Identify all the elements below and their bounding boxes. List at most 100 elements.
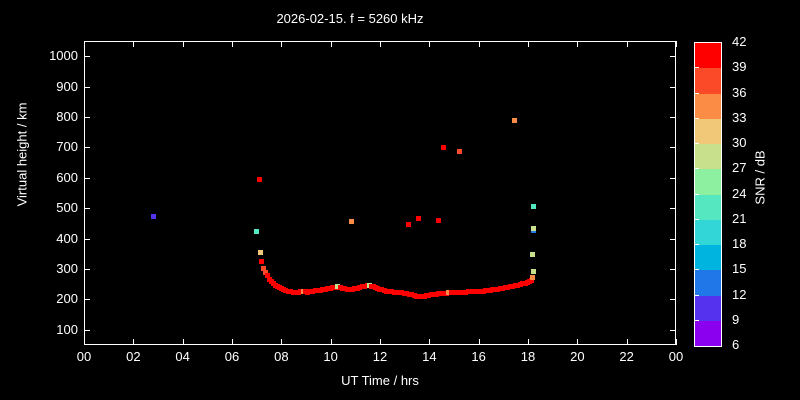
x-tick-top	[528, 41, 529, 47]
y-tick-right	[670, 329, 676, 331]
x-tick-label: 02	[126, 349, 141, 364]
colorbar-tick-label: 36	[732, 84, 747, 100]
data-point	[456, 148, 462, 154]
data-point	[349, 219, 355, 225]
y-tick-label: 1000	[49, 48, 78, 64]
y-tick	[84, 177, 90, 179]
y-tick-right	[670, 238, 676, 240]
colorbar-tick-label: 18	[732, 236, 747, 251]
y-tick-right	[670, 147, 676, 149]
data-point	[406, 222, 412, 228]
x-tick	[676, 339, 677, 345]
y-tick-right	[670, 299, 676, 301]
data-point	[258, 249, 264, 255]
colorbar-band	[695, 194, 721, 220]
colorbar-band	[695, 245, 721, 271]
colorbar-tick-label: 6	[732, 337, 740, 352]
y-tick-right	[670, 56, 676, 58]
x-tick-label: 12	[372, 349, 388, 364]
data-point	[254, 229, 260, 235]
colorbar-tick	[694, 269, 699, 271]
colorbar-tick	[694, 92, 699, 94]
x-tick-label: 18	[520, 349, 536, 364]
data-point	[263, 270, 269, 276]
colorbar-band	[695, 118, 721, 144]
colorbar-band	[695, 43, 721, 69]
colorbar-tick-label: 15	[732, 261, 747, 277]
scatter-data-layer	[85, 42, 675, 344]
x-tick-label: 06	[224, 349, 240, 364]
plot-area	[84, 41, 676, 345]
data-point	[530, 252, 536, 258]
colorbar-tick	[694, 143, 699, 144]
data-point	[435, 217, 441, 223]
data-point	[529, 275, 535, 281]
colorbar	[694, 42, 722, 347]
x-tick-top	[478, 41, 480, 47]
colorbar-tick	[694, 319, 699, 321]
colorbar-band	[695, 144, 721, 170]
data-point	[512, 117, 518, 123]
y-tick	[84, 269, 90, 270]
x-tick-top	[330, 41, 332, 47]
y-tick	[84, 86, 90, 88]
y-tick-label: 100	[56, 321, 78, 337]
colorbar-band	[695, 68, 721, 94]
colorbar-band	[695, 270, 721, 296]
colorbar-band	[695, 320, 721, 346]
y-tick	[84, 238, 90, 240]
colorbar-tick	[694, 244, 699, 245]
colorbar-tick	[694, 168, 699, 170]
x-tick-top	[84, 41, 85, 47]
x-tick-top	[133, 41, 135, 47]
data-point	[265, 273, 271, 279]
x-tick	[232, 339, 233, 345]
colorbar-tick-label: 33	[732, 109, 747, 125]
colorbar-band	[695, 93, 721, 119]
x-tick	[577, 339, 579, 345]
colorbar-tick	[694, 193, 699, 195]
x-tick-top	[429, 41, 431, 47]
x-tick	[380, 339, 381, 345]
y-tick	[84, 208, 90, 210]
y-tick-label: 800	[56, 109, 78, 124]
x-tick-label: 20	[570, 349, 585, 364]
y-tick	[84, 56, 90, 58]
data-point	[256, 177, 262, 183]
x-tick	[84, 339, 85, 345]
x-tick-top	[626, 41, 628, 47]
data-point	[416, 216, 421, 222]
y-tick	[84, 147, 90, 149]
x-tick	[626, 339, 628, 345]
x-tick	[182, 339, 184, 345]
y-tick-right	[670, 86, 676, 88]
x-tick-label: 14	[422, 349, 437, 364]
data-point	[261, 265, 267, 271]
colorbar-tick-label: 9	[732, 311, 740, 327]
y-axis-label: Virtual height / km	[14, 102, 30, 207]
data-point	[530, 226, 536, 232]
y-tick-label: 300	[56, 261, 78, 276]
data-point	[259, 258, 265, 264]
y-tick	[84, 117, 90, 118]
y-tick-right	[670, 117, 676, 118]
y-tick-label: 900	[56, 78, 78, 94]
colorbar-tick	[694, 218, 699, 220]
x-tick	[429, 339, 431, 345]
colorbar-band	[695, 169, 721, 195]
colorbar-tick-label: 27	[732, 160, 747, 176]
x-tick	[281, 339, 283, 345]
data-point	[530, 268, 536, 274]
x-tick-label: 00	[668, 349, 684, 364]
colorbar-tick-label: 21	[732, 210, 747, 226]
y-tick-label: 500	[56, 200, 78, 216]
x-tick-label: 08	[274, 349, 289, 364]
x-tick-label: 16	[471, 349, 486, 364]
y-tick	[84, 329, 90, 331]
x-tick-top	[281, 41, 283, 47]
x-tick-label: 22	[619, 349, 634, 364]
y-tick-label: 700	[56, 139, 78, 155]
y-tick	[84, 299, 90, 301]
colorbar-tick-label: 24	[732, 185, 747, 201]
